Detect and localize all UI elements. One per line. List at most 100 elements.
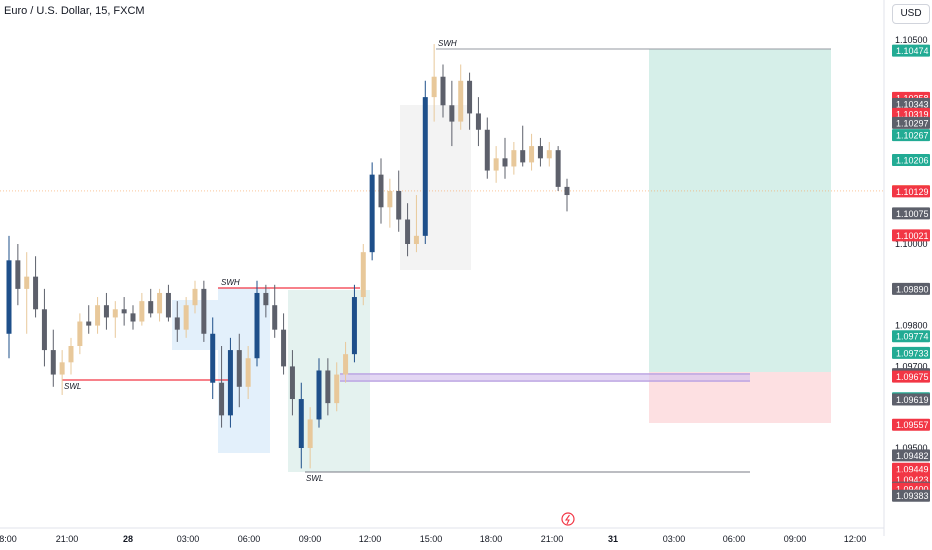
price-tag-bg xyxy=(892,449,930,462)
candle-body xyxy=(95,305,101,326)
candle-body xyxy=(537,146,543,159)
time-axis-tick: 09:00 xyxy=(784,534,807,544)
price-tag-bg xyxy=(892,393,930,406)
price-tag-bg xyxy=(892,129,930,142)
price-tag-label: 1.10129 xyxy=(896,187,929,197)
price-tag-label: 1.09774 xyxy=(896,332,929,342)
candle-body xyxy=(502,158,508,167)
price-tag-label: 1.10267 xyxy=(896,131,929,141)
candle-body xyxy=(449,105,455,122)
logo-icon[interactable] xyxy=(561,512,575,526)
candle-body xyxy=(555,150,561,187)
price-axis-tick: 1.10000 xyxy=(895,239,928,249)
price-tag-label: 1.10206 xyxy=(896,155,929,165)
price-tag-label: 1.09733 xyxy=(896,348,929,358)
candle-body xyxy=(15,260,21,289)
candle-body xyxy=(564,186,570,196)
time-axis-tick: 8:00 xyxy=(0,534,17,544)
candle-body xyxy=(245,358,251,387)
candle-body xyxy=(378,174,384,208)
time-axis-tick: 12:00 xyxy=(359,534,382,544)
candle-body xyxy=(59,362,65,375)
fvg-zone xyxy=(340,373,750,382)
candle-body xyxy=(254,292,260,359)
price-tag-label: 1.09400 xyxy=(896,484,929,494)
candle-body xyxy=(289,366,295,400)
candle-body xyxy=(86,321,92,326)
price-tags: 1.104741.103581.103431.103191.102971.102… xyxy=(892,44,930,502)
candle-body xyxy=(24,276,30,289)
candle-body xyxy=(529,146,535,163)
candle-body xyxy=(484,129,490,171)
long-position-target-zone[interactable] xyxy=(649,49,831,372)
time-axis-tick: 18:00 xyxy=(480,534,503,544)
candle-body xyxy=(192,288,198,306)
time-axis-tick: 06:00 xyxy=(238,534,261,544)
candle-body xyxy=(281,329,287,367)
candle-body xyxy=(272,305,278,330)
price-tag-label: 1.09449 xyxy=(896,464,929,474)
candle-body xyxy=(298,399,304,448)
price-tag-label: 1.10021 xyxy=(896,231,929,241)
price-tag-bg xyxy=(892,229,930,242)
candle-body xyxy=(325,370,331,404)
candle-body xyxy=(77,321,83,346)
candle-body xyxy=(440,76,446,106)
candle-body xyxy=(396,190,402,220)
price-tag-bg xyxy=(892,185,930,198)
drawing-lines xyxy=(0,48,884,473)
candle-body xyxy=(227,350,233,416)
price-tag-bg xyxy=(892,489,930,502)
candle-body xyxy=(475,113,481,130)
candle-body xyxy=(130,313,136,322)
price-axis-tick: 1.10500 xyxy=(895,35,928,45)
candle-body xyxy=(219,382,225,416)
price-tag-bg xyxy=(892,282,930,295)
candle-body xyxy=(422,97,428,236)
candle-body xyxy=(307,419,313,448)
time-axis-tick: 21:00 xyxy=(541,534,564,544)
price-tag-bg xyxy=(892,370,930,383)
price-axis-tick: 1.09500 xyxy=(895,443,928,453)
candle-body xyxy=(33,276,39,310)
time-axis-tick: 21:00 xyxy=(56,534,79,544)
time-axis-tick: 03:00 xyxy=(663,534,686,544)
candle-body xyxy=(520,150,526,163)
candle-body xyxy=(458,80,464,122)
candle-body xyxy=(546,150,552,159)
price-tag-label: 1.10075 xyxy=(896,209,929,219)
swh-mid-label: SWH xyxy=(221,278,240,287)
price-axis[interactable]: 1.10500 1.10000 1.09800 1.09700 1.09500 xyxy=(883,0,928,536)
candle-body xyxy=(6,260,12,334)
candle-body xyxy=(316,370,322,420)
candle-body xyxy=(157,292,163,314)
price-tag-bg xyxy=(892,98,930,111)
time-axis-tick: 28 xyxy=(123,534,133,544)
candles xyxy=(6,44,570,469)
price-tag-bg xyxy=(892,207,930,220)
candle-body xyxy=(511,150,517,167)
time-axis-tick: 15:00 xyxy=(420,534,443,544)
candle-body xyxy=(139,301,145,322)
time-axis[interactable]: 8:00 21:00 28 03:00 06:00 09:00 12:00 15:00 18:0… xyxy=(0,527,884,544)
price-tag-label: 1.10297 xyxy=(896,118,929,128)
time-axis-tick: 12:00 xyxy=(844,534,867,544)
candle-body xyxy=(387,190,393,208)
time-axis-tick: 09:00 xyxy=(299,534,322,544)
currency-button[interactable]: USD xyxy=(892,4,930,24)
candle-body xyxy=(148,301,154,314)
candle-body xyxy=(210,333,216,383)
candle-body xyxy=(405,219,411,244)
drawing-zones xyxy=(172,49,831,472)
candle-body xyxy=(174,317,180,330)
candle-body xyxy=(360,252,366,298)
candle-body xyxy=(165,292,171,318)
symbol-title: Euro / U.S. Dollar, 15, FXCM xyxy=(4,5,145,17)
candle-body xyxy=(68,346,74,363)
price-tag-bg xyxy=(892,462,930,475)
price-tag-label: 1.10343 xyxy=(896,100,929,110)
swl-bottom-label: SWL xyxy=(306,474,323,483)
time-axis-tick: 06:00 xyxy=(723,534,746,544)
candle-body xyxy=(50,350,56,375)
